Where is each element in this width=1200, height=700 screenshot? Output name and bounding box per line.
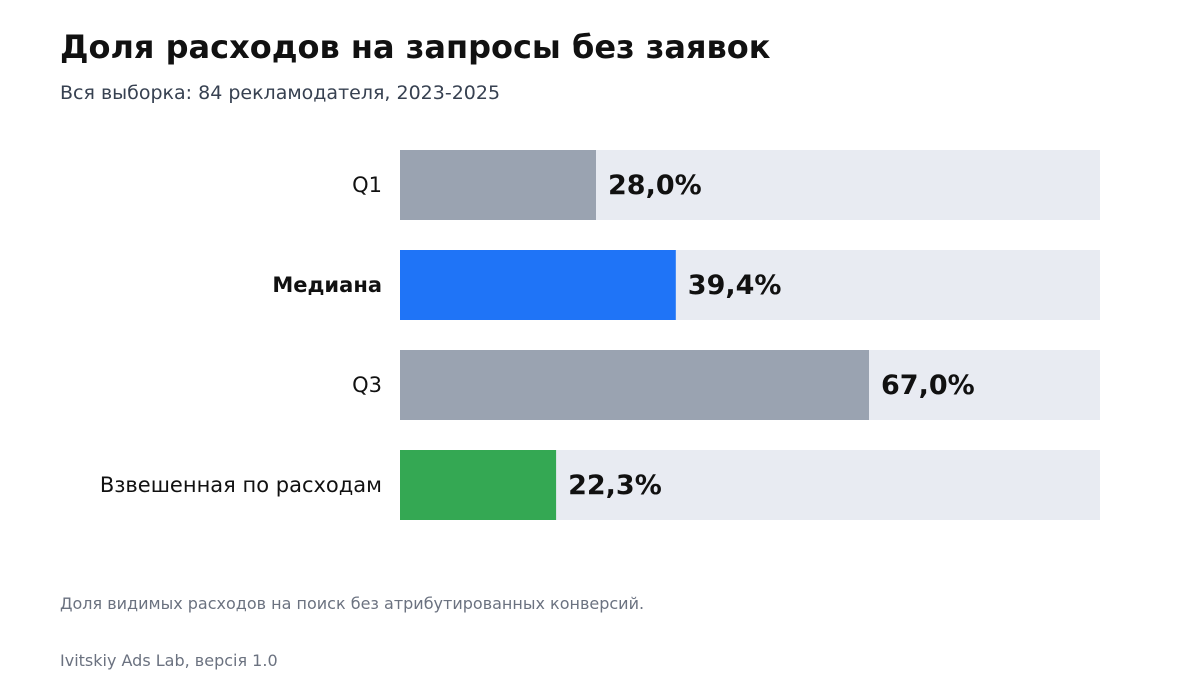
chart-note: Доля видимых расходов на поиск без атриб… [60, 594, 645, 613]
bar-3-category-label: Q3 [352, 373, 382, 397]
bar-2-value-label: 39,4% [688, 270, 782, 301]
bar-2-category-label: Медиана [272, 273, 382, 297]
bar-2 [400, 250, 676, 320]
bar-3 [400, 350, 869, 420]
bar-3-value-label: 67,0% [881, 370, 975, 401]
chart-credit: Ivitskiy Ads Lab, версія 1.0 [60, 651, 278, 670]
bar-1-category-label: Q1 [352, 173, 382, 197]
bar-1 [400, 150, 596, 220]
bar-4-value-label: 22,3% [568, 470, 662, 501]
chart-subtitle: Вся выборка: 84 рекламодателя, 2023-2025 [60, 82, 501, 104]
bar-4 [400, 450, 557, 520]
chart-title: Доля расходов на запросы без заявок [60, 28, 771, 66]
bar-1-value-label: 28,0% [608, 170, 702, 201]
bar-4-category-label: Взвешенная по расходам [100, 473, 382, 497]
